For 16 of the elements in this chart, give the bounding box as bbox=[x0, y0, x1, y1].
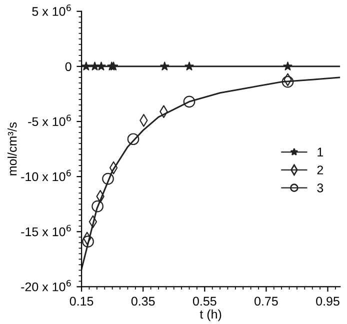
y-tick-label: -20 x 10$^{6}$ bbox=[21, 280, 71, 292]
x-tick-label: 0.55 bbox=[192, 296, 216, 306]
y-axis-title: mol/cm³/s bbox=[8, 122, 17, 176]
x-tick-label: 0.15 bbox=[70, 296, 94, 306]
y-tick-label: -15 x 10$^{6}$ bbox=[21, 224, 71, 236]
x-tick-label: 0.35 bbox=[131, 296, 155, 306]
x-tick-label: 0.95 bbox=[316, 296, 340, 306]
y-tick-label: -5 x 10$^{6}$ bbox=[28, 114, 71, 126]
x-tick-label: 0.75 bbox=[254, 296, 278, 306]
y-tick-label: 0 bbox=[65, 62, 72, 72]
legend-label: 3 bbox=[317, 183, 324, 192]
x-axis-title: t (h) bbox=[200, 310, 222, 322]
legend-label: 2 bbox=[317, 166, 324, 174]
legend-label: 1 bbox=[318, 148, 324, 156]
y-tick-label: -10 x 10$^{6}$ bbox=[21, 170, 71, 182]
y-tick-label: 5 x 10$^{6}$ bbox=[32, 4, 71, 16]
